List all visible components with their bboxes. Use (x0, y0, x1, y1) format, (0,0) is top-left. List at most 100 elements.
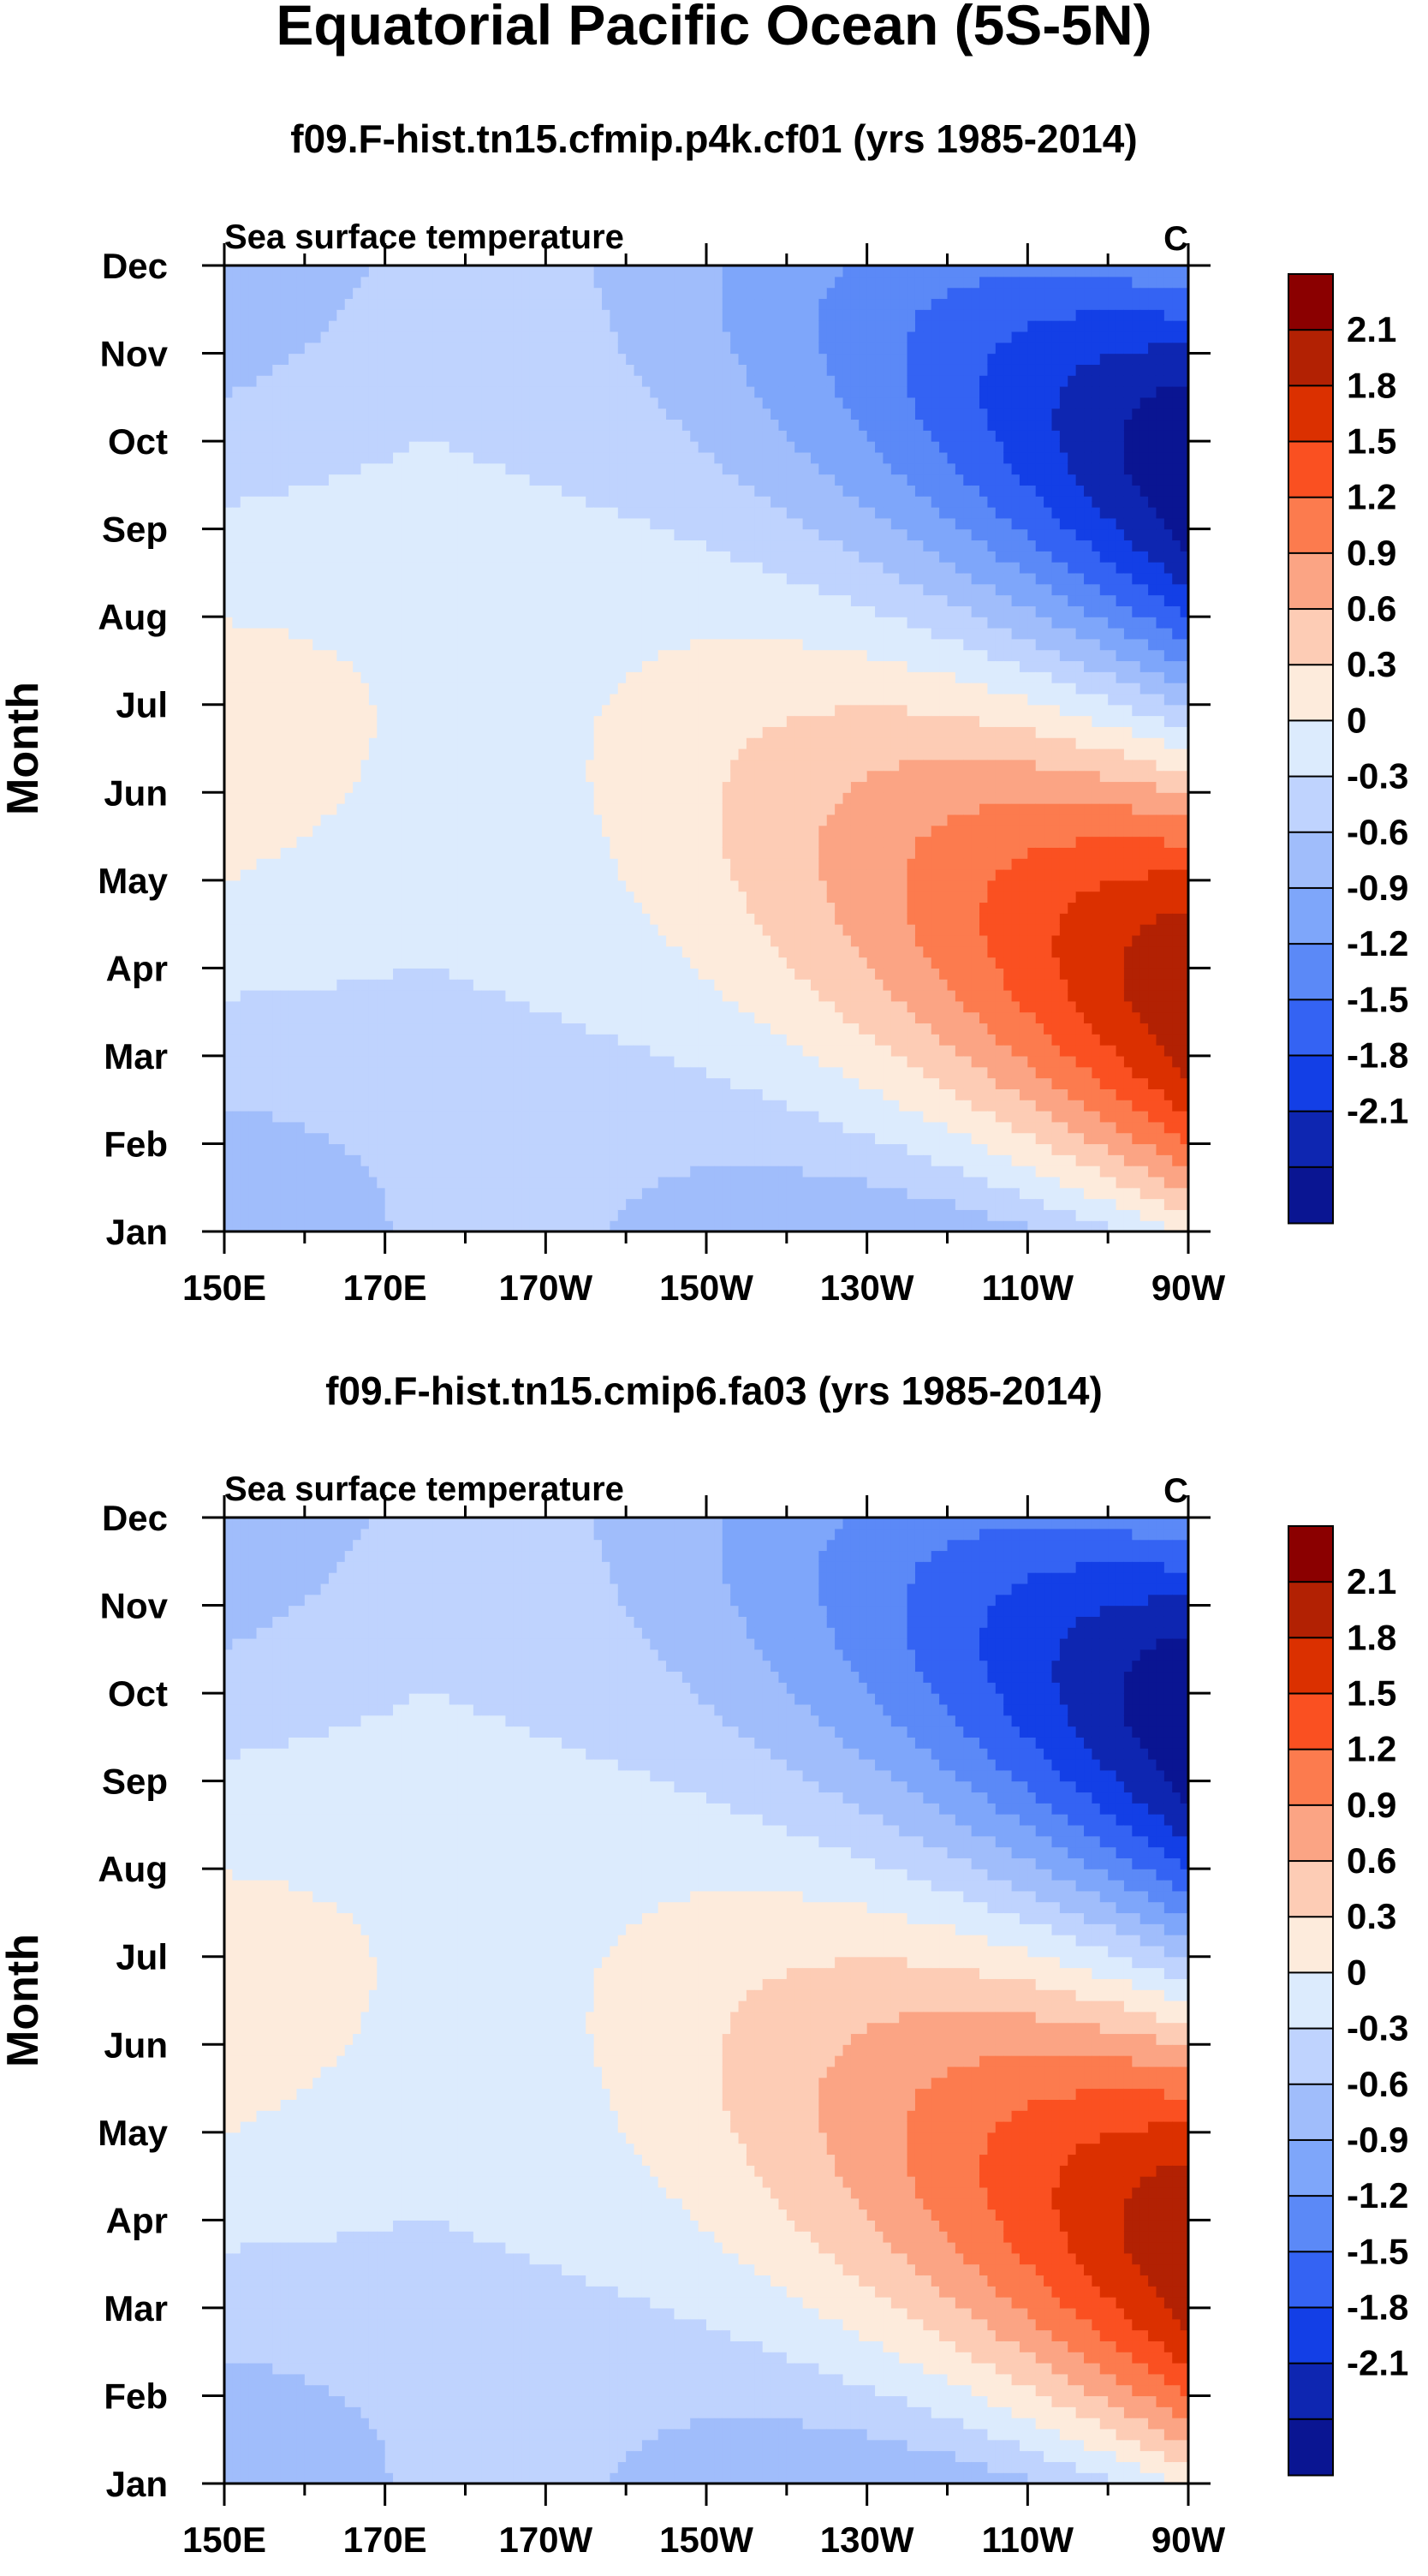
field-cell (312, 660, 322, 672)
field-cell (336, 419, 346, 431)
field-cell (666, 1023, 675, 1035)
field-cell (432, 594, 442, 606)
field-cell (602, 430, 610, 442)
field-cell (232, 1023, 241, 1035)
field-cell (489, 562, 498, 574)
field-cell (489, 528, 498, 541)
field-cell (296, 485, 306, 497)
field-cell (602, 551, 610, 563)
field-cell (320, 945, 330, 958)
field-cell (457, 1198, 467, 1210)
field-cell (657, 1077, 667, 1089)
field-cell (657, 1166, 667, 1178)
field-cell (602, 1077, 610, 1089)
field-cell (545, 803, 555, 815)
field-cell (272, 968, 282, 980)
field-cell (280, 858, 289, 870)
field-cell (553, 298, 562, 310)
field-cell (320, 671, 330, 683)
field-cell (617, 704, 627, 717)
field-cell (248, 496, 258, 508)
field-cell (537, 1034, 546, 1046)
field-cell (634, 990, 643, 1002)
field-cell (336, 1100, 346, 1112)
field-cell (569, 408, 579, 420)
field-cell (529, 451, 538, 464)
field-cell (289, 1055, 298, 1068)
field-cell (393, 924, 402, 936)
field-cell (505, 1198, 515, 1210)
field-cell (256, 1143, 265, 1155)
field-cell (272, 1209, 282, 1221)
field-cell (610, 331, 619, 343)
field-cell (634, 1176, 643, 1189)
field-cell (489, 891, 498, 903)
field-cell (497, 869, 507, 881)
field-cell (513, 617, 522, 629)
field-cell (634, 638, 643, 651)
field-cell (328, 1166, 337, 1178)
field-cell (272, 880, 282, 892)
field-cell (328, 287, 337, 300)
field-cell (425, 540, 434, 552)
field-cell (320, 968, 330, 980)
field-cell (296, 298, 306, 310)
field-cell (417, 1166, 426, 1178)
field-cell (377, 792, 386, 804)
field-cell (505, 342, 515, 355)
field-cell (489, 419, 498, 431)
field-cell (304, 528, 313, 541)
field-cell (569, 474, 579, 486)
field-cell (577, 683, 586, 695)
field-cell (417, 902, 426, 914)
field-cell (529, 1023, 538, 1035)
field-cell (610, 945, 619, 958)
field-cell (264, 353, 273, 365)
field-cell (513, 1187, 522, 1200)
field-cell (393, 551, 402, 563)
field-cell (610, 1034, 619, 1046)
field-cell (408, 617, 418, 629)
field-cell (666, 748, 675, 760)
field-cell (449, 583, 458, 596)
field-cell (224, 979, 233, 991)
field-cell (473, 1166, 482, 1178)
field-cell (457, 309, 467, 321)
field-cell (408, 375, 418, 387)
field-cell (545, 462, 555, 475)
field-cell (465, 1077, 474, 1089)
field-cell (497, 298, 507, 310)
field-cell (545, 1034, 555, 1046)
field-cell (634, 847, 643, 859)
field-cell (296, 1132, 306, 1145)
field-cell (521, 397, 531, 409)
field-cell (377, 847, 386, 859)
field-cell (529, 1198, 538, 1210)
field-cell (650, 441, 659, 453)
field-cell (602, 386, 610, 398)
field-cell (481, 869, 491, 881)
field-cell (657, 1121, 667, 1134)
field-cell (537, 375, 546, 387)
field-cell (521, 945, 531, 958)
field-cell (289, 1176, 298, 1189)
field-cell (368, 1143, 378, 1155)
field-cell (449, 825, 458, 838)
field-cell (634, 704, 643, 717)
field-cell (626, 551, 635, 563)
field-cell (280, 737, 289, 749)
field-cell (497, 397, 507, 409)
field-cell (513, 1121, 522, 1134)
field-cell (417, 638, 426, 651)
field-cell (304, 847, 313, 859)
field-cell (489, 660, 498, 672)
field-cell (240, 298, 249, 310)
field-cell (634, 726, 643, 738)
field-cell (610, 353, 619, 365)
field-cell (320, 1077, 330, 1089)
field-cell (344, 638, 354, 651)
field-cell (537, 649, 546, 662)
field-cell (577, 638, 586, 651)
field-cell (537, 298, 546, 310)
field-cell (401, 737, 410, 749)
